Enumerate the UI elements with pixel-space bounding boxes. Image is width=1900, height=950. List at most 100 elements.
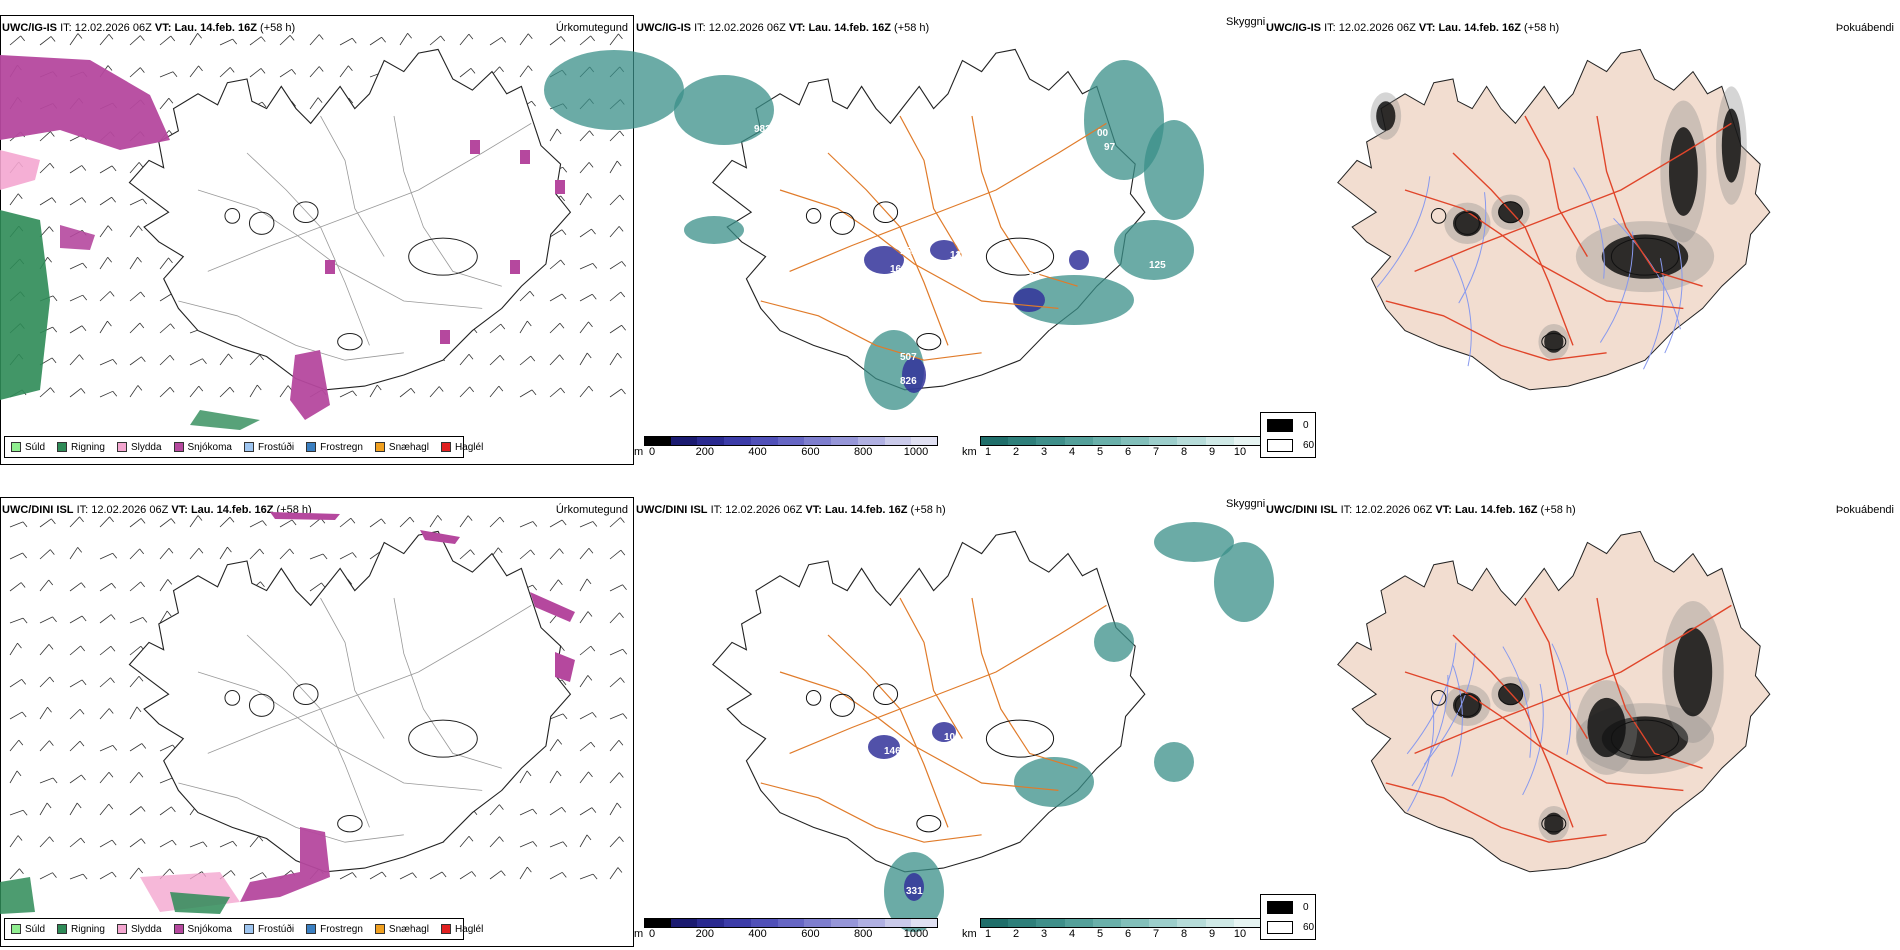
wind-barb-flag	[79, 740, 85, 747]
wind-barb	[159, 71, 174, 78]
wind-barb-flag	[259, 548, 265, 555]
wind-barb	[519, 290, 531, 302]
wind-barb-flag	[197, 33, 202, 39]
wind-barb	[159, 518, 172, 528]
wind-barb	[39, 387, 51, 398]
wind-barb-flag	[49, 162, 55, 169]
wind-barb-flag	[530, 355, 536, 362]
wind-barb-flag	[79, 516, 84, 523]
wind-barb	[249, 384, 258, 398]
wind-barb-flag	[232, 840, 238, 847]
river-line	[1406, 642, 1457, 755]
wind-barb-flag	[499, 836, 504, 842]
low-ceiling-area	[1069, 250, 1089, 270]
wind-barb-flag	[621, 261, 627, 267]
wind-barb	[219, 38, 233, 46]
wind-barb-flag	[620, 517, 625, 523]
wind-barb	[129, 771, 140, 784]
visibility-ticks-bottom: km 1 2 3 4 5 6 7 8 9 10	[962, 928, 1262, 942]
wind-barb	[609, 291, 621, 302]
wind-barb-flag	[52, 616, 57, 623]
wind-barb	[99, 196, 112, 206]
wind-barb	[579, 162, 590, 174]
cloud-panel-bottom: UWC/DINI ISL IT: 12.02.2026 06Z VT: Lau.…	[634, 482, 1274, 947]
wind-barb-flag	[82, 262, 88, 269]
wind-barb-flag	[202, 841, 208, 848]
legend-item: Rigning	[57, 924, 105, 935]
legend-swatch	[11, 924, 21, 934]
wind-barb-flag	[170, 518, 176, 524]
road-line	[320, 115, 385, 257]
wind-barb	[489, 804, 500, 816]
wind-barb-flag	[262, 872, 267, 878]
wind-barb	[39, 616, 53, 624]
wind-barb	[489, 385, 500, 398]
wind-barb-flag	[170, 323, 175, 330]
wind-barb	[579, 645, 592, 656]
wind-barb-flag	[532, 808, 538, 815]
river-line	[1522, 683, 1544, 796]
legend-swatch	[116, 442, 127, 452]
wind-barb-flag	[618, 33, 623, 40]
panel-name-precip-top: Úrkomutegund	[555, 22, 628, 34]
lead-time: (+58 h)	[260, 22, 296, 34]
colorbar-tick-label: 6	[1124, 446, 1132, 458]
snow-spot	[325, 260, 335, 274]
wind-barb-flag	[352, 552, 357, 558]
colorbar-tick-label: 7	[1152, 446, 1160, 458]
wind-barb	[579, 192, 588, 206]
fog-map-layers	[1337, 530, 1771, 873]
wind-barb	[519, 549, 531, 560]
wind-barb-flag	[109, 291, 115, 297]
fog-patch	[1376, 101, 1396, 131]
wind-barb-flag	[81, 774, 86, 781]
wind-barb-flag	[228, 353, 233, 360]
wind-barb-flag	[82, 294, 88, 301]
road-line	[393, 597, 502, 769]
wind-barb-flag	[620, 291, 626, 298]
wind-barb	[9, 770, 18, 784]
wind-barb	[579, 521, 594, 528]
river-line	[1423, 653, 1476, 765]
wind-barb-flag	[317, 97, 323, 103]
wind-barb-flag	[22, 552, 27, 559]
snow-area	[530, 592, 575, 622]
wind-barb	[459, 68, 472, 78]
cloud-map-top: 982 00 97 152 161 130 99 1 125 507 826 337 14	[544, 48, 1204, 410]
legend-item: Frostúði	[243, 442, 294, 453]
road-line	[760, 300, 982, 361]
wind-barb	[219, 840, 233, 848]
wind-barb	[609, 226, 620, 238]
legend-label: Frostúði	[257, 923, 295, 935]
precip-map-layers	[0, 512, 628, 914]
wind-barb-flag	[82, 873, 88, 880]
precip-map-bottom	[0, 512, 628, 914]
fog-patch	[1453, 210, 1482, 237]
wind-barb	[459, 33, 470, 46]
wind-barb	[519, 320, 528, 334]
colorbar-tick-label: 0	[648, 446, 656, 458]
colorbar-tick-label: 400	[748, 446, 767, 458]
wind-barb	[339, 390, 353, 398]
wind-barb-flag	[289, 35, 295, 41]
it-label: IT:	[710, 504, 723, 516]
road-line	[827, 152, 949, 346]
river-line	[1376, 176, 1431, 288]
wind-barb	[519, 770, 528, 784]
road-line	[1452, 634, 1574, 828]
wind-barb-flag	[80, 837, 86, 844]
wind-barb	[159, 354, 171, 366]
vt-value: Lau. 14.feb. 16Z	[190, 504, 274, 516]
wind-barb-flag	[197, 515, 203, 521]
wind-barb	[489, 516, 501, 528]
wind-barb-flag	[561, 872, 567, 878]
wind-barb-flag	[322, 553, 328, 560]
wind-barb-flag	[441, 871, 447, 878]
wind-barb	[519, 841, 534, 848]
precip-legend-bottom: Súld Rigning Slydda Snjókoma Frostúði Frostre…	[4, 918, 483, 940]
wind-barb	[159, 97, 170, 110]
vt-value: Lau. 14.feb. 16Z	[808, 22, 891, 34]
road-line	[320, 597, 385, 739]
wind-barb-flag	[137, 385, 143, 391]
wind-barb-flag	[81, 679, 87, 686]
